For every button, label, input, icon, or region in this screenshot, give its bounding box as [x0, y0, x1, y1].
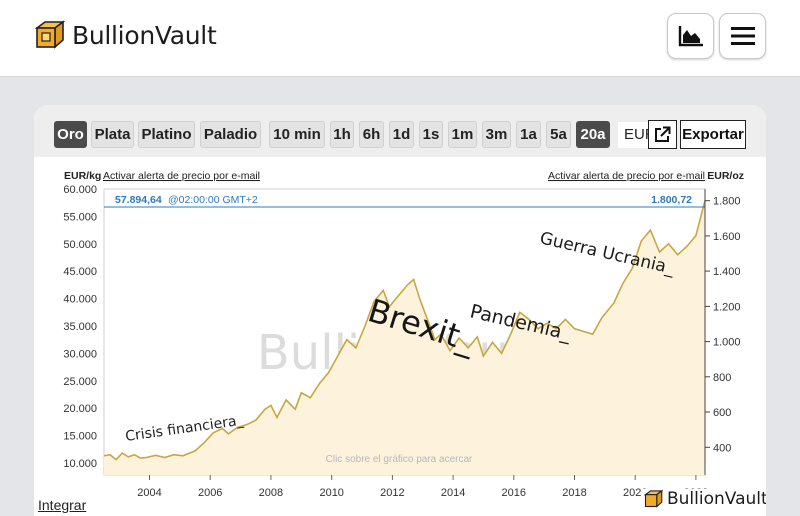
- left-tick-label: 40.000: [63, 294, 97, 306]
- x-tick-label: 2018: [562, 487, 586, 499]
- footer-brand-name: BullionVault: [667, 489, 766, 509]
- range-6h[interactable]: 6h: [359, 121, 384, 148]
- left-tick-label: 60.000: [63, 184, 97, 196]
- range-1h[interactable]: 1h: [330, 121, 354, 148]
- currency-selector[interactable]: EUR: [618, 122, 648, 148]
- price-area-fill: [104, 200, 705, 475]
- export-button[interactable]: Exportar: [680, 120, 746, 149]
- right-tick-label: 600: [713, 407, 731, 419]
- left-tick-label: 45.000: [63, 266, 97, 278]
- x-tick-label: 2008: [259, 487, 283, 499]
- range-1a[interactable]: 1a: [516, 121, 541, 148]
- x-tick-label: 2004: [137, 487, 161, 499]
- range-5a[interactable]: 5a: [546, 121, 571, 148]
- range-1m[interactable]: 1m: [448, 121, 477, 148]
- current-price-oz: 1.800,72: [651, 194, 692, 206]
- range-20a[interactable]: 20a: [576, 121, 610, 148]
- current-price-time: @02:00:00 GMT+2: [168, 194, 258, 206]
- site-header: BullionVault: [0, 0, 800, 77]
- chart-toggle-button[interactable]: [667, 13, 714, 59]
- left-tick-label: 10.000: [63, 458, 97, 470]
- x-tick-label: 2016: [502, 487, 526, 499]
- cube-logo-icon: [643, 489, 663, 508]
- left-axis-unit: EUR/kg: [64, 170, 101, 182]
- brand-logo[interactable]: BullionVault: [33, 19, 217, 51]
- right-tick-label: 800: [713, 372, 731, 384]
- footer-brand[interactable]: BullionVault: [641, 489, 766, 509]
- brand-name: BullionVault: [72, 20, 217, 50]
- area-chart-icon: [678, 26, 703, 47]
- left-axis: 10.000 15.000 20.000 25.000 30.000 35.000 40.0…: [63, 184, 97, 470]
- right-tick-label: 1.400: [713, 266, 741, 278]
- x-tick-label: 2010: [319, 487, 343, 499]
- right-tick-label: 1.000: [713, 337, 741, 349]
- range-3m[interactable]: 3m: [482, 121, 511, 148]
- right-axis: 400 600 800 1.000 1.200 1.400 1.600 1.800: [705, 196, 741, 454]
- right-tick-label: 400: [713, 442, 731, 454]
- right-tick-label: 1.800: [713, 196, 741, 208]
- left-tick-label: 55.000: [63, 211, 97, 223]
- cube-logo-icon: [34, 20, 65, 49]
- range-1d[interactable]: 1d: [389, 121, 414, 148]
- left-tick-label: 35.000: [63, 321, 97, 333]
- left-tick-label: 25.000: [63, 376, 97, 388]
- hamburger-menu-icon: [730, 27, 755, 45]
- plot-area: BullionVault Clic sobre el gráfico para …: [103, 188, 706, 476]
- price-chart[interactable]: EUR/kg Activar alerta de precio por e-ma…: [34, 157, 766, 516]
- left-tick-label: 30.000: [63, 348, 97, 360]
- open-external-button[interactable]: [648, 120, 677, 149]
- metal-tab-silver[interactable]: Plata: [91, 121, 134, 148]
- chart-toolbar: Oro Plata Platino Paladio 10 min 1h 6h 1…: [34, 105, 766, 157]
- menu-button[interactable]: [719, 13, 766, 59]
- x-tick-label: 2012: [380, 487, 404, 499]
- metal-tab-palladium[interactable]: Paladio: [200, 121, 261, 148]
- x-tick-label: 2006: [198, 487, 222, 499]
- price-line: [103, 200, 706, 461]
- chart-card: Oro Plata Platino Paladio 10 min 1h 6h 1…: [34, 105, 766, 516]
- right-tick-label: 1.200: [713, 301, 741, 313]
- left-tick-label: 15.000: [63, 431, 97, 443]
- price-alert-link-left[interactable]: Activar alerta de precio por e-mail: [103, 170, 260, 182]
- integrar-link[interactable]: Integrar: [38, 497, 87, 513]
- metal-tab-platinum[interactable]: Platino: [138, 121, 195, 148]
- right-axis-unit: EUR/oz: [707, 170, 744, 182]
- metal-tab-gold[interactable]: Oro: [54, 121, 87, 148]
- right-tick-label: 1.600: [713, 231, 741, 243]
- left-tick-label: 50.000: [63, 239, 97, 251]
- price-alert-link-right[interactable]: Activar alerta de precio por e-mail: [548, 170, 705, 182]
- left-tick-label: 20.000: [63, 403, 97, 415]
- current-price-kg: 57.894,64: [115, 194, 162, 206]
- range-1s[interactable]: 1s: [419, 121, 443, 148]
- click-to-zoom-hint: Clic sobre el gráfico para acercar: [326, 454, 473, 465]
- external-link-icon: [655, 126, 671, 142]
- x-tick-label: 2014: [441, 487, 465, 499]
- range-10min[interactable]: 10 min: [269, 121, 325, 148]
- x-axis: 2004200620082010201220142016201820202022: [137, 475, 708, 499]
